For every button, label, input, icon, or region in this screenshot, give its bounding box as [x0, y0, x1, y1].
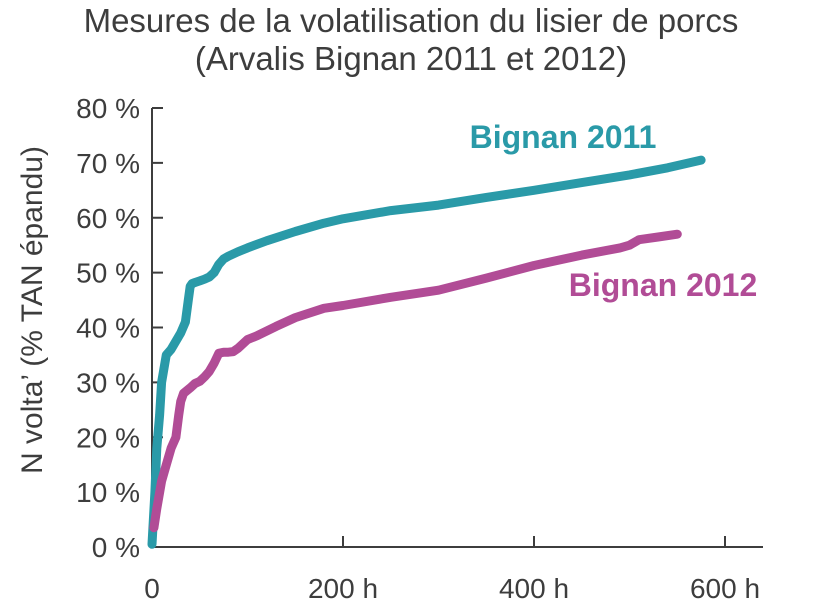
y-tick-label: 40 % [76, 313, 140, 344]
series-labels: Bignan 2011 Bignan 2012 [470, 119, 758, 303]
series-label-2: Bignan 2012 [569, 267, 758, 303]
y-tick-label: 80 % [76, 93, 140, 124]
y-tick-label: 10 % [76, 477, 140, 508]
chart-subtitle: (Arvalis Bignan 2011 et 2012) [194, 40, 628, 77]
y-tick-label: 60 % [76, 203, 140, 234]
series-line-1 [147, 155, 706, 549]
y-axis-label: N volta’ (% TAN épandu) [16, 146, 49, 474]
x-tick-label: 200 h [308, 573, 378, 604]
series-label-1: Bignan 2011 [470, 119, 657, 155]
x-axis-ticks: 0 200 h 400 h 600 h [144, 536, 760, 604]
x-tick-label: 600 h [690, 573, 760, 604]
series-group [147, 155, 706, 549]
y-tick-label: 50 % [76, 258, 140, 289]
y-tick-label: 0 % [92, 532, 140, 563]
y-tick-label: 30 % [76, 367, 140, 398]
series-line-2 [149, 229, 682, 533]
chart-title-line1: Mesures de la volatilisation du lisier d… [83, 2, 739, 39]
y-axis-ticks: 0 % 10 % 20 % 30 % 40 % 50 % 60 % 70 % 80 % [76, 93, 163, 563]
chart-title: Mesures de la volatilisation du lisier d… [0, 2, 822, 78]
y-tick-label: 20 % [76, 422, 140, 453]
axes [151, 108, 763, 548]
x-tick-label: 400 h [499, 573, 569, 604]
y-tick-label: 70 % [76, 148, 140, 179]
x-tick-label: 0 [144, 573, 160, 604]
